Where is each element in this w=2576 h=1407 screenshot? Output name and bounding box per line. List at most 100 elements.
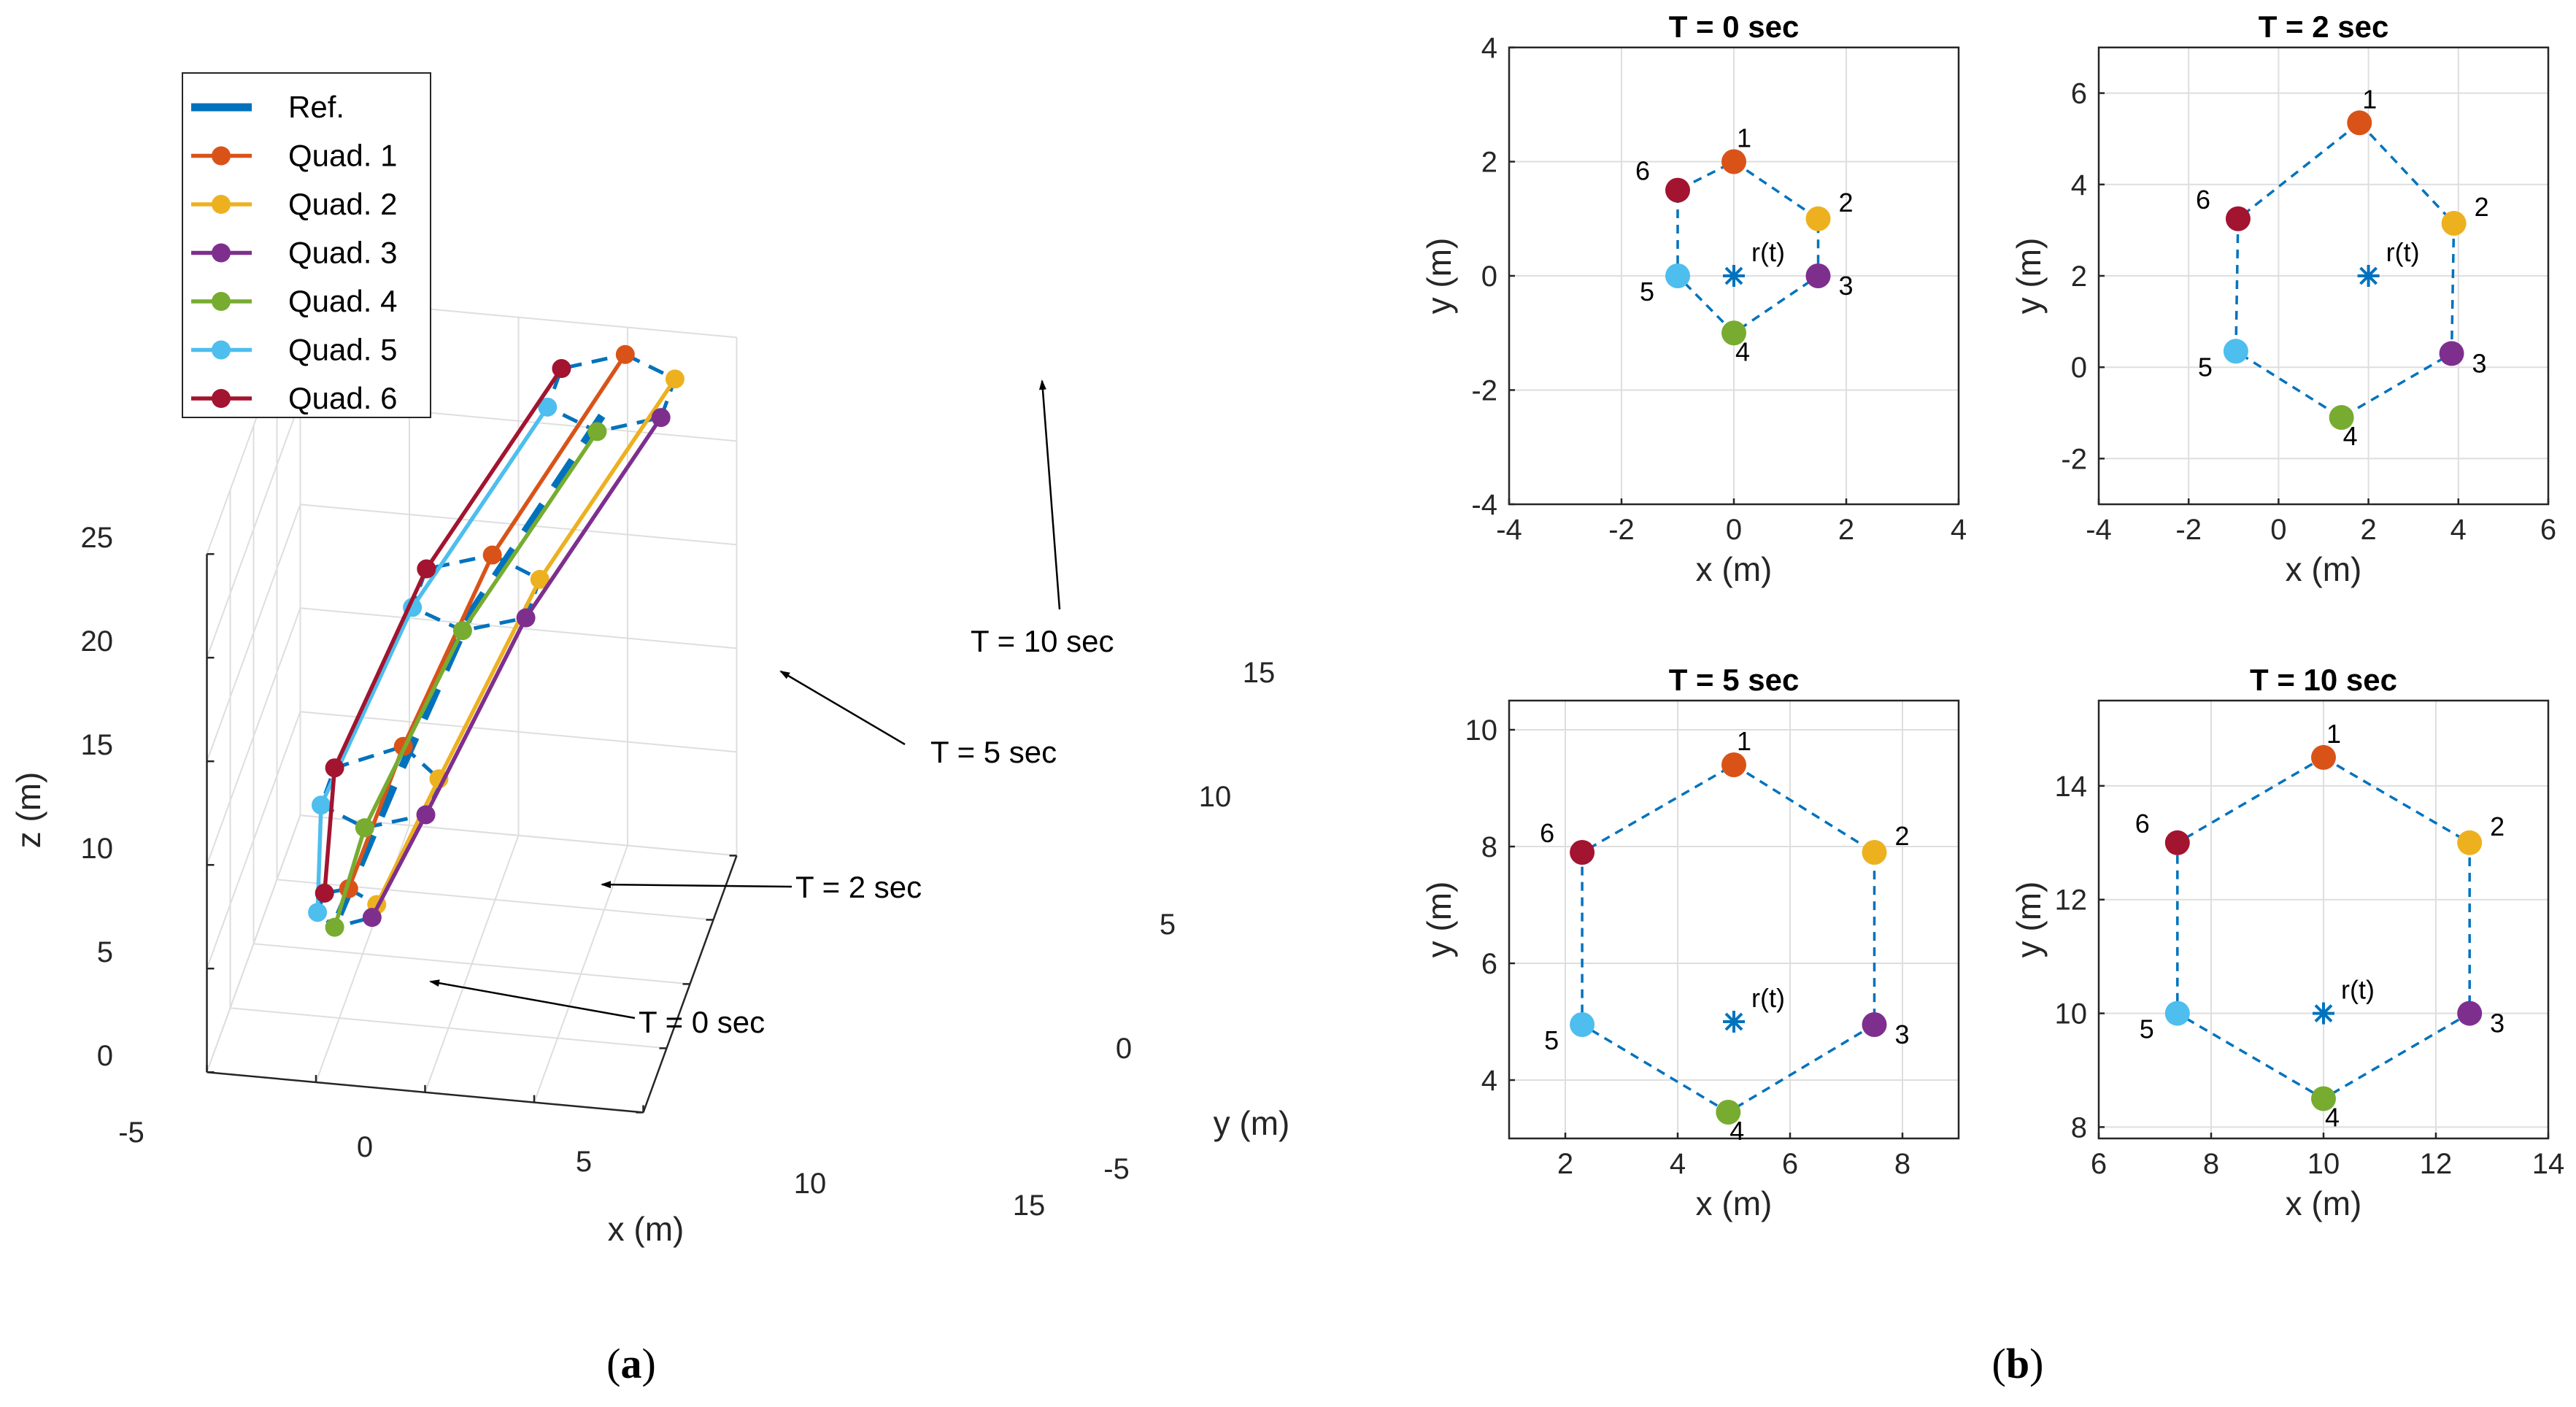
formation-hexagon	[2234, 121, 2456, 420]
formation-hexagon	[1581, 763, 1876, 1114]
quad-5-trajectory	[315, 406, 549, 913]
legend-quad-marker	[212, 146, 231, 166]
y-tick-label: 14	[2055, 771, 2088, 803]
legend-quad-marker	[212, 243, 231, 263]
legend-label: Quad. 2	[288, 187, 397, 221]
reference-point-label: r(t)	[1751, 237, 1785, 267]
quad-4-marker	[452, 621, 472, 641]
snapshot-plot-T2: -4 -2 0 2 4 6 -2 0 2 4 6 T = 2 sec x (m) y (m) r(t) 1 2 3…	[2010, 9, 2556, 588]
quad-1-label: 1	[1737, 123, 1751, 153]
quad-2-label: 2	[2475, 192, 2489, 222]
y-tick-label: 8	[1481, 831, 1497, 863]
x-tick-label: 4	[1951, 514, 1967, 546]
quad-3-label: 3	[2490, 1009, 2504, 1038]
x-tick-label: -4	[1496, 514, 1522, 546]
y-tick-label: -5	[1103, 1153, 1130, 1185]
quad-4-label: 4	[1729, 1116, 1744, 1146]
quad-4-trajectory	[332, 430, 599, 928]
quad-4-marker	[587, 422, 607, 442]
reference-point-label: r(t)	[1751, 983, 1785, 1013]
quad-5-label: 5	[1640, 277, 1654, 307]
quad-3-marker	[362, 908, 382, 928]
quad-3-marker	[2439, 341, 2464, 366]
y-tick-label: 4	[1481, 1065, 1497, 1097]
y-tick-label: 0	[1481, 261, 1497, 293]
side-wall-grid-line	[206, 711, 301, 969]
x-tick-label: 6	[2540, 514, 2556, 546]
3d-annotations: T = 0 sec T = 2 sec T = 5 sec T = 10 sec	[429, 379, 1114, 1039]
legend-label: Quad. 4	[288, 284, 397, 318]
y-tick-label: 4	[1481, 32, 1497, 64]
back-wall-grid-line	[300, 711, 737, 753]
plot-frame	[2097, 699, 2550, 1140]
quad-1-marker	[2311, 744, 2336, 770]
legend-quad-marker	[212, 340, 231, 360]
y-tick-label: 6	[2071, 78, 2087, 110]
x-axis-label: x (m)	[1696, 1184, 1773, 1222]
y-tick-label: 10	[2055, 998, 2088, 1030]
x-tick-label: 10	[794, 1168, 827, 1200]
quad-1-label: 1	[1737, 726, 1751, 756]
quad-1-marker	[2347, 110, 2372, 136]
x-tick-label: -5	[118, 1117, 144, 1149]
quad-5-marker	[1665, 263, 1690, 288]
legend-items: Ref. Quad. 1 Quad. 2 Quad. 3 Quad. 4 Quad. 5 Q…	[191, 90, 397, 415]
panel-a-3d-plot: -5 0 5 10 15 -5 0 5 10 15 0 5 10 15 20 2…	[9, 72, 1290, 1248]
quad-4-marker	[1716, 1100, 1741, 1125]
quad-6-trajectory	[322, 367, 563, 894]
quad-5-marker	[312, 795, 331, 815]
x-axis-label: x (m)	[2286, 550, 2362, 588]
y-tick-label: -2	[2061, 443, 2087, 475]
plot-frame	[1508, 699, 1960, 1140]
quad-1-label: 1	[2362, 84, 2377, 114]
quad-1-marker	[615, 344, 635, 364]
quad-3-label: 3	[1838, 271, 1853, 301]
quad-5-marker	[538, 397, 558, 417]
x-tick-label: -2	[1608, 514, 1635, 546]
3d-tick-labels: -5 0 5 10 15 -5 0 5 10 15 0 5 10 15 20 2…	[81, 522, 1276, 1222]
quad-4-label: 4	[2343, 421, 2358, 451]
quad-6-label: 6	[1540, 818, 1554, 848]
quad-1-marker	[1721, 149, 1746, 174]
quad-5-label: 5	[1544, 1025, 1559, 1055]
annotation-arrow-t2	[601, 881, 793, 889]
x-tick-label: 14	[2532, 1148, 2565, 1180]
quad-3-marker	[516, 608, 536, 628]
legend-quad-marker	[212, 292, 231, 311]
floor-grid-line	[253, 943, 690, 985]
legend: Ref. Quad. 1 Quad. 2 Quad. 3 Quad. 4 Quad. 5 Q…	[182, 72, 431, 418]
x-axis-label: x (m)	[2286, 1184, 2362, 1222]
x-tick-label: 2	[1557, 1148, 1573, 1180]
y-tick-label: 5	[1160, 909, 1176, 941]
quad-5-marker	[308, 903, 328, 922]
x-tick-label: 0	[357, 1131, 373, 1163]
y-tick-label: 2	[2071, 261, 2087, 293]
x-tick-label: 8	[1894, 1148, 1910, 1180]
reference-trajectory	[335, 409, 608, 917]
quad-2-label: 2	[1894, 821, 1909, 851]
side-wall-grid-line	[206, 504, 301, 762]
legend-quad-marker	[212, 195, 231, 214]
quad-4-marker	[1721, 320, 1746, 346]
snapshot-plot-T0: -4 -2 0 2 4 -4 -2 0 2 4 T = 0 sec x (m) y (m) r(t) 1 2 3…	[1420, 9, 1967, 588]
quad-5-marker	[1570, 1012, 1595, 1037]
quad-4-marker	[325, 917, 344, 937]
x-tick-label: 6	[1782, 1148, 1798, 1180]
x-tick-label: 8	[2203, 1148, 2219, 1180]
3d-axes-frame	[206, 552, 738, 1114]
y-tick-label: 2	[1481, 147, 1497, 179]
annotation-t0: T = 0 sec	[639, 1005, 765, 1039]
reference-point-label: r(t)	[2341, 975, 2375, 1005]
y-tick-label: 15	[1243, 657, 1276, 689]
legend-label: Quad. 6	[288, 381, 397, 415]
quad-2-marker	[2457, 830, 2483, 855]
annotation-t10: T = 10 sec	[971, 624, 1114, 658]
floor-grid-line	[230, 1007, 667, 1049]
side-wall-grid-line	[206, 607, 301, 866]
quad-6-label: 6	[2135, 809, 2150, 839]
z-axis-label: z (m)	[9, 772, 47, 849]
x-tick-label: 4	[2450, 514, 2467, 546]
y-axis-label: y (m)	[1214, 1104, 1290, 1142]
quad-4-label: 4	[2325, 1102, 2340, 1132]
